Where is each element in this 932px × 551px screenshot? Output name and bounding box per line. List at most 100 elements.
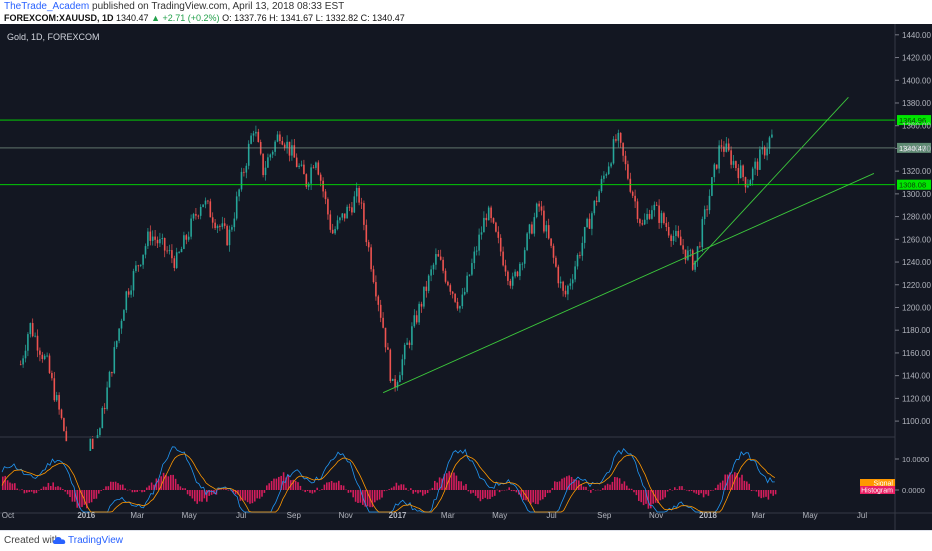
candle-body xyxy=(257,131,260,142)
histogram-bar xyxy=(402,484,405,490)
histogram-bar xyxy=(146,487,148,490)
candle-body xyxy=(492,218,495,223)
candle-body xyxy=(187,236,190,240)
candle-body xyxy=(382,317,384,328)
histogram-bar xyxy=(107,486,110,490)
histogram-bar xyxy=(606,483,609,490)
candle-body xyxy=(137,265,140,267)
histogram-bar xyxy=(496,489,498,491)
candle-body xyxy=(739,165,742,179)
histogram-bar xyxy=(275,478,278,490)
histogram-bar xyxy=(141,490,143,493)
histogram-bar xyxy=(81,490,83,507)
candle-body xyxy=(327,199,329,215)
candle-body xyxy=(571,279,574,284)
histogram-bar xyxy=(707,490,710,496)
candle-body xyxy=(353,196,356,213)
histogram-bar xyxy=(693,490,695,493)
histogram-bar xyxy=(714,487,717,490)
author-link[interactable]: TheTrade_Academ xyxy=(4,1,90,12)
candle-body xyxy=(303,164,305,175)
candle-body xyxy=(159,239,161,244)
candle-body xyxy=(751,168,754,181)
candle-body xyxy=(154,236,156,240)
histogram-bar xyxy=(544,490,546,498)
candle-body xyxy=(720,145,723,147)
candle-body xyxy=(269,154,272,158)
candle-body xyxy=(63,418,65,432)
candle-body xyxy=(36,335,39,351)
candle-body xyxy=(576,255,579,267)
histogram-bar xyxy=(14,483,16,490)
candle-body xyxy=(310,167,312,184)
candle-body xyxy=(372,269,375,283)
histogram-bar xyxy=(306,490,309,492)
histogram-bar xyxy=(698,490,700,495)
candle-body xyxy=(490,207,492,219)
histogram-bar xyxy=(318,490,321,491)
candle-body xyxy=(387,347,389,350)
candle-body xyxy=(228,229,231,246)
price-chart[interactable]: 1364.96 1340.47 1308.08 1100.00 1120.00 1140… xyxy=(0,24,932,530)
histogram-bar xyxy=(474,490,477,496)
candle-body xyxy=(413,315,416,327)
histogram-bar xyxy=(78,490,81,509)
candle-body xyxy=(233,218,236,228)
candle-body xyxy=(106,387,108,410)
histogram-bar xyxy=(64,490,66,492)
candle-body xyxy=(588,218,591,229)
candle-body xyxy=(334,229,336,234)
histogram-bar xyxy=(494,490,496,496)
candle-body xyxy=(447,281,449,286)
price-level-tag xyxy=(897,115,931,126)
y-tick-label: 1220.00 xyxy=(902,281,931,290)
histogram-bar xyxy=(261,490,263,497)
candle-body xyxy=(423,286,425,307)
candle-body xyxy=(579,255,581,256)
y-tick-label: 1120.00 xyxy=(902,394,931,403)
candle-body xyxy=(315,162,317,168)
candle-body xyxy=(331,229,334,234)
candle-body xyxy=(238,189,240,197)
candle-body xyxy=(516,271,519,277)
candle-body xyxy=(538,203,540,207)
candle-body xyxy=(732,161,735,165)
candle-body xyxy=(255,131,257,134)
histogram-bar xyxy=(232,490,234,493)
histogram-bar xyxy=(650,490,652,509)
candle-body xyxy=(466,275,468,292)
histogram-bar xyxy=(395,482,398,490)
candle-body xyxy=(511,276,514,286)
candle-body xyxy=(754,161,756,169)
candle-body xyxy=(744,177,747,188)
y-tick-label: 1140.00 xyxy=(902,372,931,381)
candle-body xyxy=(499,237,502,252)
candle-body xyxy=(624,155,627,165)
chart-area[interactable] xyxy=(0,24,932,530)
histogram-bar xyxy=(347,490,350,493)
histogram-bar xyxy=(100,490,102,491)
candle-body xyxy=(473,251,476,264)
candle-body xyxy=(591,213,593,229)
candle-body xyxy=(478,234,480,251)
candle-body xyxy=(694,260,696,270)
histogram-bar xyxy=(642,490,645,506)
histogram-bar xyxy=(417,490,419,494)
histogram-bar xyxy=(722,480,724,490)
histogram-bar xyxy=(292,479,294,490)
candle-body xyxy=(341,213,344,218)
candle-body xyxy=(480,232,483,235)
tradingview-brand[interactable]: TradingView xyxy=(68,535,124,546)
candle-body xyxy=(31,323,34,337)
candle-body xyxy=(660,213,663,223)
candle-body xyxy=(343,213,346,219)
histogram-bar xyxy=(501,490,503,491)
y-tick-label: 1280.00 xyxy=(902,213,931,222)
x-tick-label: Sep xyxy=(597,511,612,520)
candle-body xyxy=(504,265,507,272)
histogram-bar xyxy=(774,490,777,495)
histogram-bar xyxy=(561,478,563,490)
histogram-bar xyxy=(489,490,491,499)
histogram-bar xyxy=(604,485,606,490)
y-tick-label: 1400.00 xyxy=(902,76,931,85)
